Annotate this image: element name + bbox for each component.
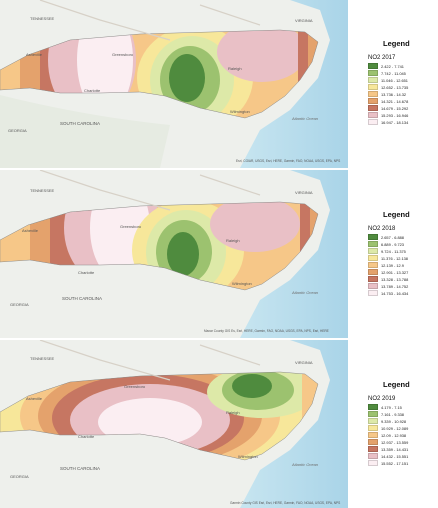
label-tennessee: TENNESSEE xyxy=(30,356,55,361)
legend-class: 12.901 - 13.327 xyxy=(368,268,408,276)
label-georgia: GEORGIA xyxy=(10,474,29,479)
map-frame[interactable]: VIRGINIA Wilmington Raleigh Greensboro C… xyxy=(0,340,348,508)
legend-layer-name: NO2 2018 xyxy=(368,226,396,232)
legend-class: 10.929 - 12.089 xyxy=(368,424,408,432)
label-wilmington: Wilmington xyxy=(232,281,252,286)
legend-class: 15.552 - 17.151 xyxy=(368,459,408,467)
label-georgia: GEORGIA xyxy=(8,128,27,133)
legend-class: 13.359 - 14.431 xyxy=(368,445,408,453)
legend-class: 11.046 - 12.651 xyxy=(368,76,408,84)
label-raleigh: Raleigh xyxy=(226,238,240,243)
map-panel-2017: VIRGINIA Wilmington Raleigh Greensboro C… xyxy=(0,0,438,168)
legend-class: 2.422 - 7.741 xyxy=(368,62,404,70)
legend-class: 12.652 - 13.735 xyxy=(368,83,408,91)
label-ocean: Atlantic Ocean xyxy=(291,462,319,467)
legend-title: Legend xyxy=(383,380,410,389)
label-virginia: VIRGINIA xyxy=(295,190,313,195)
legend-class: 11.376 - 12.138 xyxy=(368,254,408,262)
label-south-carolina: SOUTH CAROLINA xyxy=(60,466,100,471)
label-asheville: Asheville xyxy=(26,52,43,57)
legend-class: 2.657 - 6.888 xyxy=(368,233,404,241)
label-raleigh: Raleigh xyxy=(226,410,240,415)
legend-layer-name: NO2 2019 xyxy=(368,396,396,402)
legend-2018: Legend NO2 2018 2.657 - 6.888 6.889 - 9.… xyxy=(352,170,438,338)
label-asheville: Asheville xyxy=(26,396,43,401)
label-ocean: Atlantic Ocean xyxy=(291,290,319,295)
label-asheville: Asheville xyxy=(22,228,39,233)
label-south-carolina: SOUTH CAROLINA xyxy=(60,121,100,126)
legend-class: 9.724 - 11.375 xyxy=(368,247,406,255)
map-attribution: Esri, CGIAR, USGS, Esri, HERE, Garmin, F… xyxy=(236,159,340,163)
label-wilmington: Wilmington xyxy=(230,109,250,114)
label-south-carolina: SOUTH CAROLINA xyxy=(62,296,102,301)
label-greensboro: Greensboro xyxy=(120,224,142,229)
map-attribution: Maxar County GIS Es, Esri, HERE, Garmin,… xyxy=(204,329,329,333)
map-panel-2018: VIRGINIA Wilmington Raleigh Greensboro C… xyxy=(0,170,438,338)
basemap: VIRGINIA Wilmington Raleigh Greensboro C… xyxy=(0,0,348,168)
label-charlotte: Charlotte xyxy=(84,88,101,93)
legend-title: Legend xyxy=(383,39,410,48)
legend-class: 14.753 - 16.434 xyxy=(368,289,408,297)
legend-title: Legend xyxy=(383,210,410,219)
label-georgia: GEORGIA xyxy=(10,302,29,307)
legend-layer-name: NO2 2017 xyxy=(368,55,396,61)
legend-class: 14.679 - 15.292 xyxy=(368,104,408,112)
legend-class: 4.179 - 7.15 xyxy=(368,403,402,411)
legend-class: 7.742 - 11.045 xyxy=(368,69,406,77)
legend-class: 15.293 - 16.946 xyxy=(368,111,408,119)
legend-class: 9.339 - 10.928 xyxy=(368,417,406,425)
legend-class: 13.736 - 14.32 xyxy=(368,90,406,98)
label-raleigh: Raleigh xyxy=(228,66,242,71)
legend-class: 12.139 - 12.9 xyxy=(368,261,404,269)
legend-class: 12.09 - 12.938 xyxy=(368,431,406,439)
label-ocean: Atlantic Ocean xyxy=(291,116,319,121)
map-frame[interactable]: VIRGINIA Wilmington Raleigh Greensboro C… xyxy=(0,0,348,168)
legend-class: 12.937 - 13.559 xyxy=(368,438,408,446)
legend-class: 13.789 - 14.752 xyxy=(368,282,408,290)
map-panel-2019: VIRGINIA Wilmington Raleigh Greensboro C… xyxy=(0,340,438,508)
label-tennessee: TENNESSEE xyxy=(30,16,55,21)
legend-class: 14.432 - 15.551 xyxy=(368,452,408,460)
basemap: VIRGINIA Wilmington Raleigh Greensboro C… xyxy=(0,340,348,508)
legend-class: 16.947 - 18.134 xyxy=(368,118,408,126)
label-charlotte: Charlotte xyxy=(78,434,95,439)
legend-class: 7.161 - 9.338 xyxy=(368,410,404,418)
label-charlotte: Charlotte xyxy=(78,270,95,275)
label-wilmington: Wilmington xyxy=(238,454,258,459)
label-virginia: VIRGINIA xyxy=(295,360,313,365)
label-greensboro: Greensboro xyxy=(124,384,146,389)
label-greensboro: Greensboro xyxy=(112,52,134,57)
basemap: VIRGINIA Wilmington Raleigh Greensboro C… xyxy=(0,170,348,338)
legend-2017: Legend NO2 2017 2.422 - 7.741 7.742 - 11… xyxy=(352,0,438,168)
legend-class: 14.321 - 14.678 xyxy=(368,97,408,105)
label-tennessee: TENNESSEE xyxy=(30,188,55,193)
label-virginia: VIRGINIA xyxy=(295,18,313,23)
legend-class: 13.328 - 13.788 xyxy=(368,275,408,283)
legend-2019: Legend NO2 2019 4.179 - 7.15 7.161 - 9.3… xyxy=(352,340,438,508)
map-attribution: Garmin County GIS Esri, Esri, HERE, Garm… xyxy=(230,501,340,505)
map-frame[interactable]: VIRGINIA Wilmington Raleigh Greensboro C… xyxy=(0,170,348,338)
legend-class: 6.889 - 9.723 xyxy=(368,240,404,248)
